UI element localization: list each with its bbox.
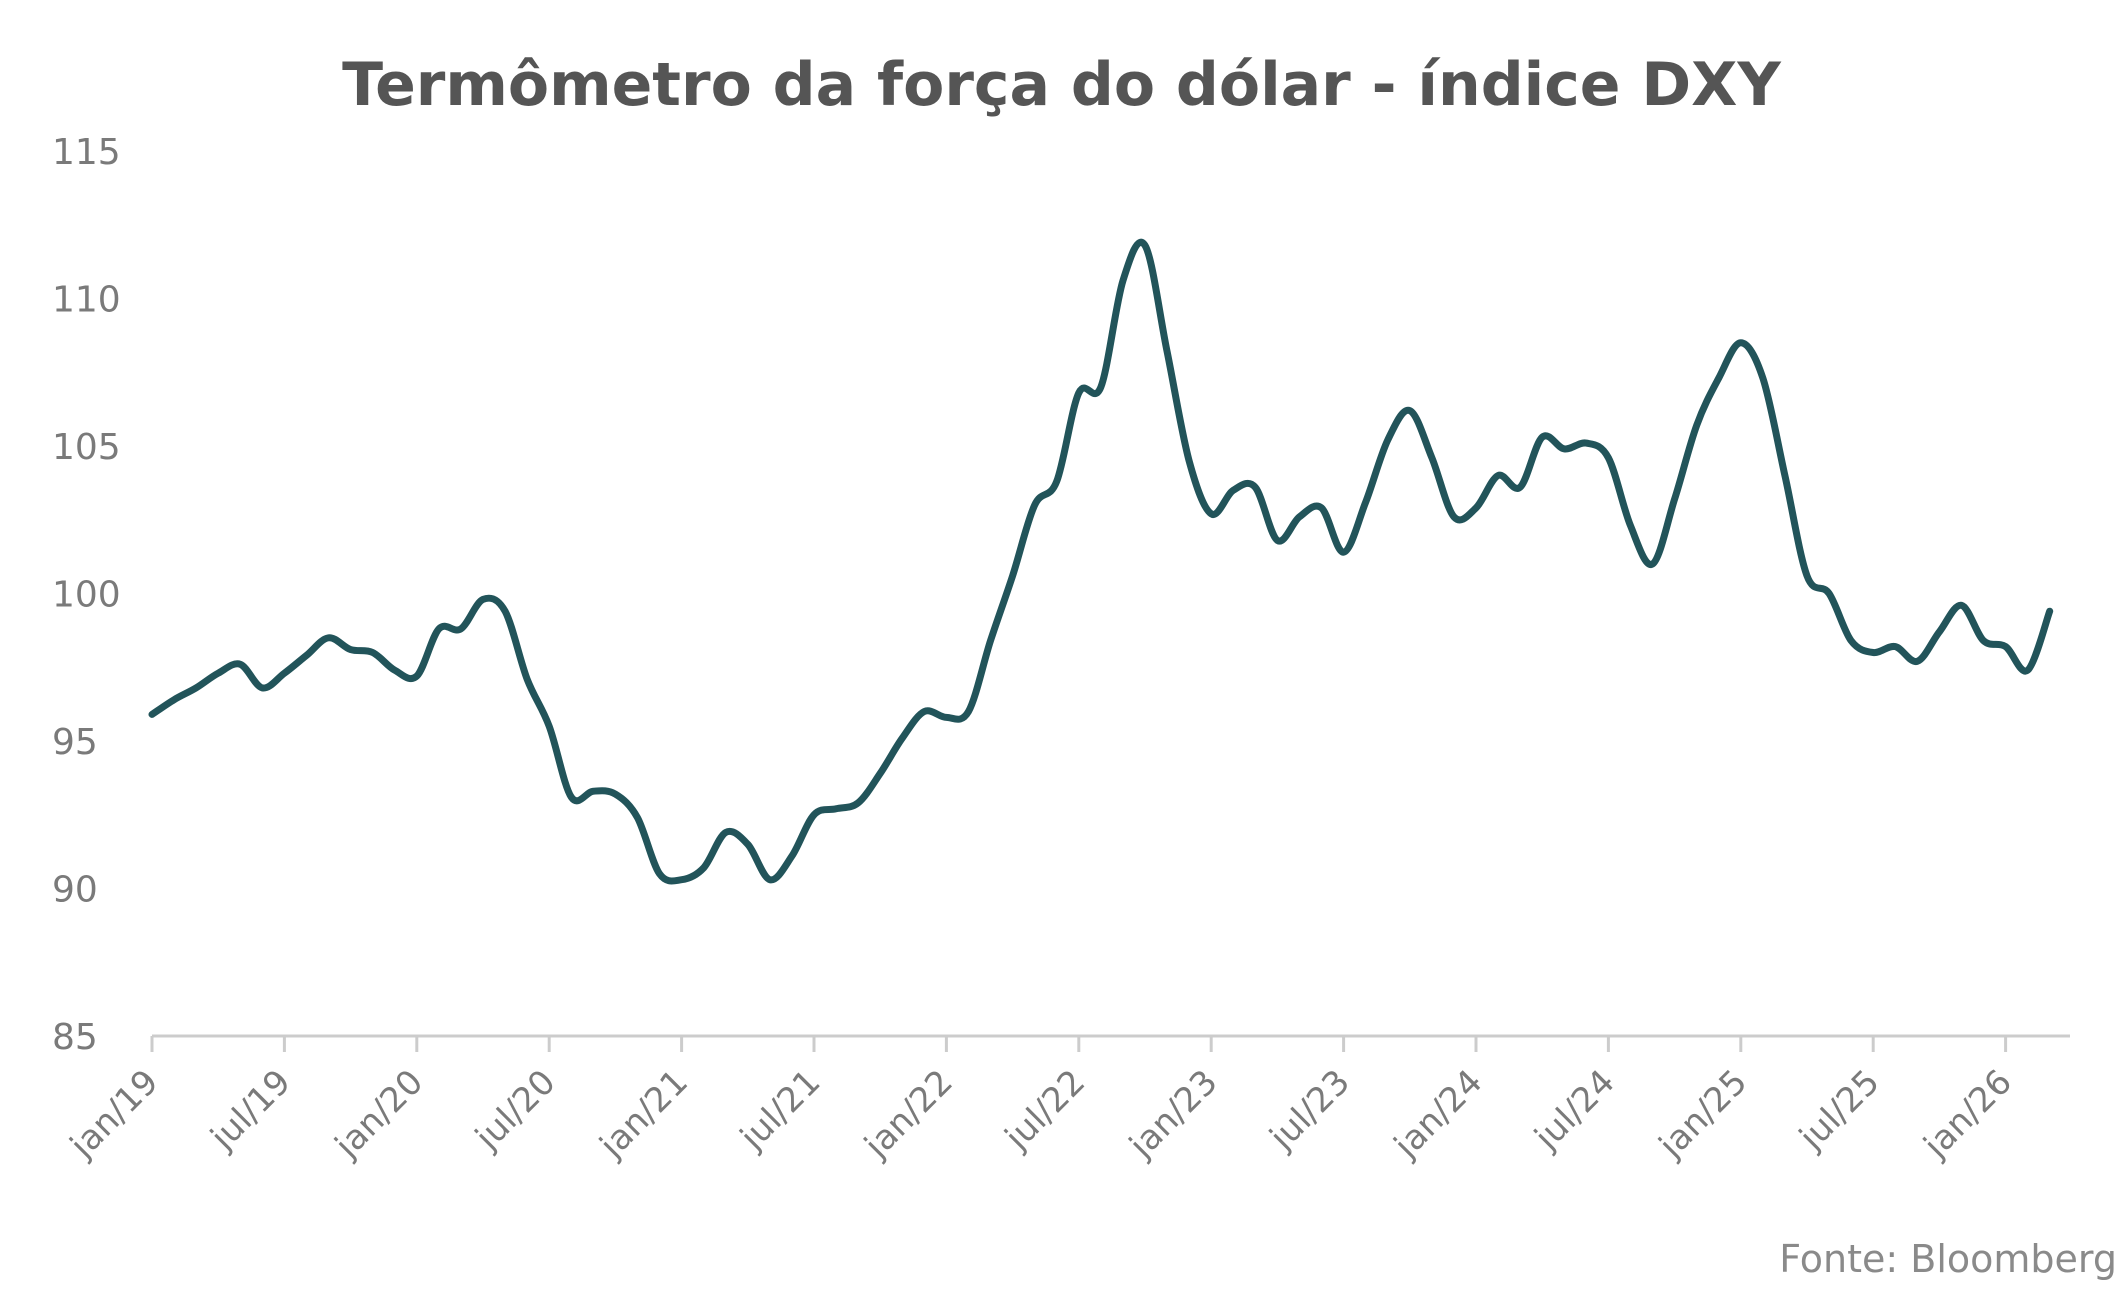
x-tick-label: jul/23 — [1262, 1062, 1358, 1158]
y-tick-label: 85 — [52, 1017, 98, 1058]
x-tick-label: jan/20 — [327, 1062, 431, 1166]
y-tick-label: 115 — [52, 132, 121, 173]
x-tick-label: jan/24 — [1386, 1062, 1490, 1166]
x-tick-label: jul/24 — [1526, 1062, 1622, 1158]
y-tick-label: 100 — [52, 575, 121, 616]
x-tick-label: jan/25 — [1651, 1062, 1755, 1166]
x-axis — [150, 1034, 2070, 1052]
y-tick-label: 95 — [52, 722, 98, 763]
x-tick-label: jul/21 — [732, 1062, 828, 1158]
x-axis-labels: jan/19 jul/19 jan/20 jul/20 jan/21 jul/21 jan/… — [62, 1062, 2020, 1166]
x-tick-label: jan/21 — [592, 1062, 696, 1166]
x-tick-label: jan/19 — [62, 1062, 166, 1166]
x-tick-label: jul/19 — [202, 1062, 298, 1158]
x-tick-label: jul/20 — [467, 1062, 563, 1158]
series-layer — [148, 239, 2054, 885]
x-tick-label: jan/22 — [856, 1062, 960, 1166]
x-tick-label: jul/22 — [997, 1062, 1093, 1158]
series-line-dxy — [148, 239, 2054, 885]
source-note: Fonte: Bloomberg — [1779, 1237, 2117, 1281]
x-tick-label: jan/23 — [1121, 1062, 1225, 1166]
y-tick-label: 90 — [52, 870, 98, 911]
x-tick-label: jul/25 — [1791, 1062, 1887, 1158]
chart-title: Termômetro da força do dólar - índice DX… — [342, 50, 1781, 120]
y-tick-label: 110 — [52, 280, 121, 321]
x-tick-label: jan/26 — [1916, 1062, 2020, 1166]
y-axis-labels: 85 90 95 100 105 110 115 — [52, 132, 121, 1058]
y-tick-label: 105 — [52, 427, 121, 468]
